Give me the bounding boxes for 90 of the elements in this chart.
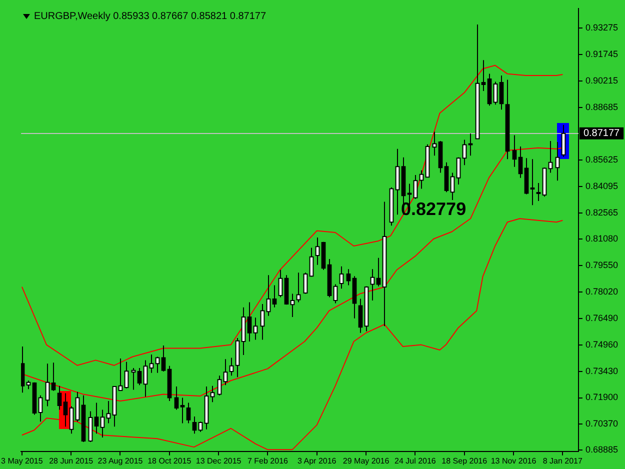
candlestick <box>290 293 295 318</box>
candlestick <box>45 363 50 407</box>
y-tick-label: 0.70370 <box>585 418 618 429</box>
y-tick-label: 0.93275 <box>585 22 618 32</box>
candlestick <box>339 266 344 290</box>
candlestick <box>536 182 541 202</box>
y-tick-label: 0.85625 <box>585 154 618 165</box>
y-tick-label: 0.71900 <box>585 392 618 402</box>
candlestick <box>499 75 504 110</box>
candlestick <box>100 409 105 438</box>
x-tick-label: 23 Aug 2015 <box>98 456 144 466</box>
candlestick <box>512 134 517 168</box>
y-tick-label: 0.81080 <box>585 233 618 244</box>
candlestick <box>149 354 154 374</box>
y-tick-label: 0.74960 <box>585 339 618 350</box>
candlestick <box>63 392 68 428</box>
candlestick <box>180 397 185 424</box>
candlestick <box>192 416 197 434</box>
candlestick <box>315 237 320 266</box>
candlestick <box>530 158 535 206</box>
candlestick <box>229 357 234 376</box>
candlestick <box>186 402 191 424</box>
x-tick-label: 18 Oct 2015 <box>148 456 192 466</box>
candlestick <box>137 367 142 386</box>
candlestick <box>260 303 265 340</box>
candlestick <box>247 302 252 342</box>
candlestick <box>432 131 437 156</box>
candlestick <box>143 360 148 398</box>
x-tick-label: 3 May 2015 <box>1 456 44 466</box>
y-tick-label: 0.78020 <box>585 286 618 296</box>
candlestick <box>518 146 523 178</box>
x-tick-label: 3 Apr 2016 <box>298 456 337 466</box>
candlestick <box>253 317 258 340</box>
candlestick <box>333 284 338 304</box>
ref-line-label: 0.87177 <box>583 128 620 140</box>
candlestick <box>413 174 418 200</box>
y-tick-label: 0.88685 <box>585 102 618 112</box>
candlestick <box>94 402 99 434</box>
x-tick-label: 29 May 2016 <box>342 456 390 466</box>
candlestick <box>296 272 301 303</box>
candlestick <box>217 375 222 396</box>
candlestick <box>161 344 166 372</box>
candlestick <box>278 269 283 298</box>
y-tick-label: 0.84095 <box>585 181 618 192</box>
candlestick <box>75 391 80 422</box>
candlestick <box>462 139 467 166</box>
candlestick <box>51 362 56 392</box>
y-tick-label: 0.82565 <box>585 208 618 218</box>
candlestick <box>358 298 363 334</box>
candlestick <box>561 124 566 158</box>
candlestick <box>395 148 400 216</box>
candlestick <box>303 272 308 294</box>
x-tick-label: 24 Jul 2016 <box>394 456 436 466</box>
candlestick <box>548 140 553 174</box>
candlestick <box>124 361 129 389</box>
y-tick-label: 0.76490 <box>585 312 618 323</box>
candlestick <box>444 162 449 193</box>
candlestick <box>468 133 473 156</box>
candlestick <box>272 284 277 308</box>
x-tick-label: 7 Feb 2016 <box>247 456 289 466</box>
candlestick <box>69 406 74 434</box>
x-tick-label: 28 Jun 2015 <box>49 456 94 466</box>
x-tick-label: 18 Sep 2016 <box>442 456 488 466</box>
candlestick <box>88 410 93 443</box>
candlestick <box>450 172 455 200</box>
y-tick-label: 0.91745 <box>585 48 618 59</box>
y-tick-label: 0.73430 <box>585 366 618 376</box>
candlestick <box>555 141 560 182</box>
candlestick <box>210 385 215 403</box>
candlestick <box>266 274 271 316</box>
candlestick <box>346 268 351 286</box>
candlestick <box>493 81 498 106</box>
candlestick <box>456 156 461 186</box>
y-tick-label: 0.79550 <box>585 260 618 270</box>
candlestick <box>309 247 314 278</box>
candlestick <box>106 400 111 424</box>
candlestick <box>57 385 62 410</box>
candlestick <box>481 60 486 92</box>
candlestick <box>38 394 43 422</box>
y-tick-label: 0.68885 <box>585 444 618 454</box>
candlestick <box>198 421 203 432</box>
x-tick-label: 13 Nov 2016 <box>490 456 537 466</box>
x-tick-label: 13 Dec 2015 <box>196 456 242 466</box>
candlestick <box>223 358 228 386</box>
chart-title: EURGBP,Weekly 0.85933 0.87667 0.85821 0.87177 <box>34 11 266 22</box>
x-tick-label: 8 Jan 2017 <box>542 456 584 466</box>
y-tick-label: 0.90215 <box>585 75 618 86</box>
candlestick <box>174 386 179 410</box>
candlestick <box>118 358 123 392</box>
candlestick <box>131 367 136 390</box>
